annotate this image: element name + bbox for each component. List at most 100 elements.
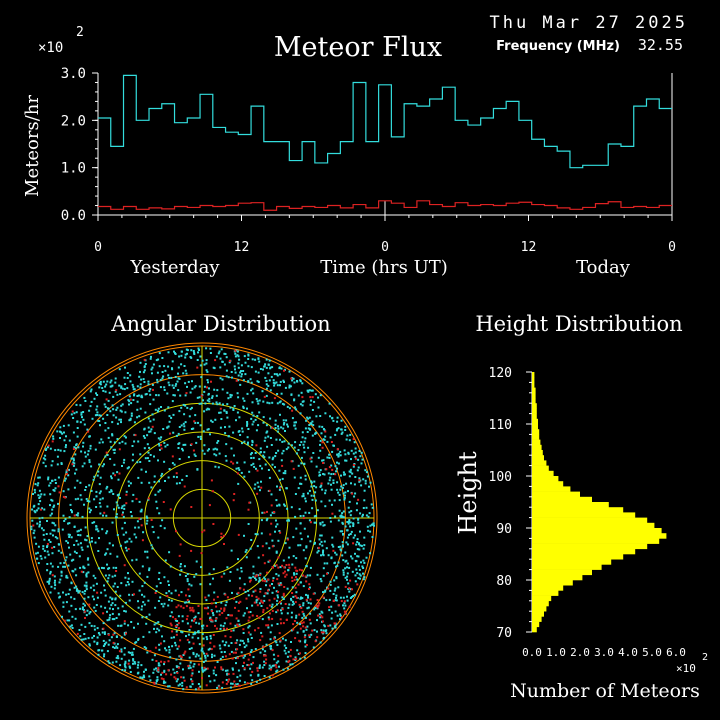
polar-point: [300, 622, 303, 625]
polar-point: [331, 417, 334, 420]
polar-point: [213, 591, 216, 594]
polar-point: [333, 622, 336, 625]
polar-point: [275, 373, 278, 376]
polar-point: [363, 499, 366, 502]
polar-point: [222, 534, 225, 537]
polar-point: [344, 567, 347, 570]
polar-point: [96, 591, 99, 594]
polar-point: [83, 610, 86, 613]
polar-point: [153, 627, 155, 630]
polar-point: [255, 429, 258, 432]
polar-point: [322, 549, 325, 552]
polar-point: [184, 601, 187, 604]
polar-point: [102, 567, 105, 570]
polar-point: [254, 483, 257, 486]
x-section-yesterday: Yesterday: [129, 257, 220, 278]
polar-point: [147, 380, 150, 383]
polar-point: [86, 500, 89, 502]
polar-point: [264, 376, 267, 379]
polar-point: [304, 645, 307, 648]
polar-point: [146, 519, 149, 522]
polar-point: [144, 393, 147, 396]
polar-point: [144, 363, 147, 365]
height-bar: [532, 528, 662, 534]
polar-point: [199, 657, 202, 660]
polar-point: [163, 661, 166, 664]
polar-point: [219, 647, 222, 650]
polar-point: [352, 452, 355, 455]
polar-point: [118, 448, 121, 451]
polar-point: [146, 651, 149, 654]
height-x-tick-label: 5.0: [642, 646, 662, 659]
polar-point: [268, 667, 271, 670]
polar-point: [88, 541, 91, 544]
polar-point: [31, 519, 34, 522]
polar-point: [159, 596, 162, 599]
polar-point: [82, 602, 85, 605]
polar-point: [99, 498, 102, 501]
flux-x-tick-label: 0: [381, 240, 389, 255]
polar-point: [87, 430, 90, 433]
polar-point: [219, 377, 222, 380]
polar-point: [38, 517, 41, 520]
polar-rings: [26, 342, 378, 694]
polar-point: [104, 385, 107, 388]
polar-point: [53, 546, 56, 548]
polar-point: [305, 593, 307, 596]
polar-point: [257, 580, 260, 583]
polar-point: [335, 565, 337, 568]
polar-point: [66, 576, 69, 579]
polar-point: [151, 425, 154, 428]
polar-point: [332, 482, 335, 484]
polar-point: [120, 421, 122, 424]
polar-point: [283, 422, 286, 424]
polar-point: [111, 434, 114, 437]
polar-point: [202, 661, 205, 663]
polar-point: [104, 553, 107, 556]
polar-point: [308, 489, 311, 492]
polar-point: [92, 478, 95, 481]
polar-point: [180, 354, 183, 357]
polar-point: [149, 357, 152, 360]
polar-point: [369, 530, 372, 533]
polar-point: [96, 643, 99, 646]
polar-point: [290, 597, 292, 600]
polar-point: [223, 651, 226, 653]
polar-point: [346, 595, 348, 598]
polar-points: [30, 347, 375, 691]
polar-point: [290, 377, 293, 380]
polar-point: [287, 538, 289, 541]
polar-point: [201, 666, 204, 669]
polar-point: [200, 566, 202, 569]
polar-point: [308, 519, 311, 522]
polar-point: [106, 650, 109, 653]
polar-point: [223, 622, 226, 625]
polar-point: [274, 530, 276, 533]
polar-point: [103, 631, 106, 634]
polar-point: [135, 536, 138, 539]
polar-point: [57, 448, 60, 451]
polar-point: [237, 684, 240, 687]
polar-point: [99, 505, 102, 508]
polar-point: [282, 572, 285, 575]
polar-point: [106, 505, 109, 508]
polar-point: [115, 656, 118, 659]
polar-point: [216, 441, 219, 444]
polar-point: [310, 480, 313, 483]
polar-point: [103, 655, 105, 658]
polar-point: [123, 388, 126, 391]
polar-point: [269, 389, 272, 392]
polar-point: [76, 530, 79, 533]
polar-point: [36, 484, 39, 487]
polar-point: [77, 446, 80, 449]
polar-point: [114, 377, 117, 380]
polar-point: [362, 513, 364, 516]
polar-point: [368, 512, 371, 515]
polar-point: [303, 656, 306, 659]
polar-point: [256, 492, 259, 495]
polar-point: [268, 489, 271, 492]
polar-point: [203, 607, 206, 610]
polar-point: [346, 562, 349, 565]
polar-point: [266, 401, 269, 404]
polar-point: [336, 564, 339, 567]
